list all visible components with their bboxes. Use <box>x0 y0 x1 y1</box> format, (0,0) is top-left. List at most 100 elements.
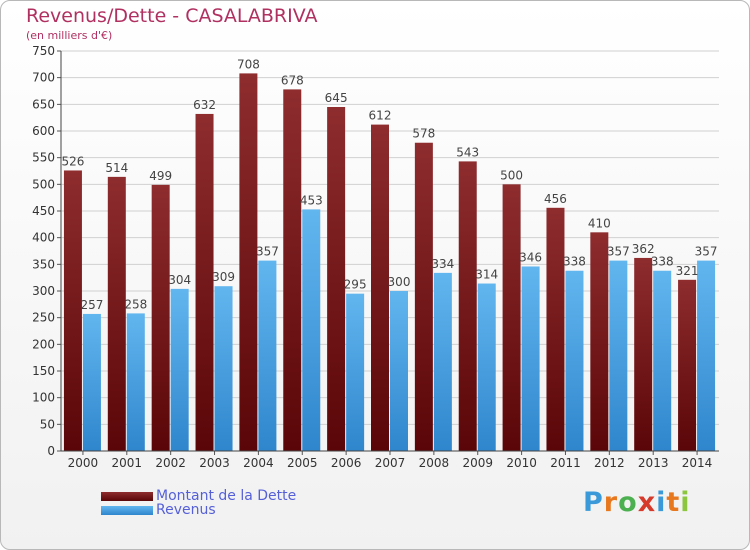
value-label-revenus: 309 <box>212 270 235 284</box>
value-label-revenus: 357 <box>607 245 630 259</box>
logo-letter: P <box>583 487 604 518</box>
proxiti-logo: Proxiti <box>583 487 691 518</box>
bar-dette <box>634 257 653 451</box>
logo-letter: i <box>656 487 667 518</box>
value-label-revenus: 346 <box>519 250 542 264</box>
legend-label-revenus: Revenus <box>156 502 216 518</box>
value-label-dette: 362 <box>632 242 655 256</box>
bar-dette <box>502 184 521 452</box>
logo-letter: x <box>637 487 657 518</box>
bar-revenus <box>126 313 145 451</box>
x-tick-label: 2004 <box>243 456 274 470</box>
value-label-dette: 543 <box>456 145 479 159</box>
y-tick-label: 150 <box>32 364 55 378</box>
bar-revenus <box>697 260 716 451</box>
axes <box>60 51 719 452</box>
bar-dette <box>327 107 346 451</box>
value-label-revenus: 300 <box>388 275 411 289</box>
bar-revenus <box>170 288 189 451</box>
bar-dette <box>546 207 565 451</box>
bar-revenus <box>433 272 452 451</box>
x-tick-label: 2001 <box>112 456 143 470</box>
value-label-dette: 321 <box>676 264 699 278</box>
value-label-revenus: 295 <box>344 278 367 292</box>
x-tick-label: 2007 <box>375 456 406 470</box>
y-axis-ticks: 0 50 100 150 200 250 300 350 400 450 500 550 600 650 7… <box>32 44 61 458</box>
x-tick-label: 2010 <box>506 456 537 470</box>
x-tick-label: 2003 <box>199 456 230 470</box>
y-tick-label: 700 <box>32 71 55 85</box>
x-tick-label: 2014 <box>682 456 713 470</box>
bar-dette <box>590 232 609 451</box>
value-label-dette: 645 <box>325 91 348 105</box>
value-label-dette: 678 <box>281 73 304 87</box>
bar-revenus <box>565 270 584 451</box>
bar-dette <box>414 142 433 451</box>
chart-subtitle: (en milliers d'€) <box>26 29 113 42</box>
chart-title: Revenus/Dette - CASALABRIVA <box>26 5 318 27</box>
bar-dette <box>458 161 477 451</box>
legend-swatch-dette <box>101 491 153 501</box>
y-tick-label: 0 <box>47 444 55 458</box>
value-label-revenus: 334 <box>431 257 454 271</box>
y-tick-label: 750 <box>32 44 55 58</box>
bar-revenus <box>82 313 101 451</box>
x-tick-label: 2012 <box>594 456 625 470</box>
bar-dette <box>195 113 214 451</box>
value-label-dette: 514 <box>105 161 128 175</box>
y-tick-label: 450 <box>32 204 55 218</box>
x-tick-label: 2013 <box>638 456 669 470</box>
bar-dette <box>151 184 170 451</box>
x-tick-label: 2011 <box>550 456 581 470</box>
y-tick-label: 400 <box>32 231 55 245</box>
value-label-revenus: 357 <box>695 245 718 259</box>
x-tick-label: 2006 <box>331 456 362 470</box>
value-label-dette: 499 <box>149 169 172 183</box>
bar-revenus <box>346 293 365 451</box>
value-label-revenus: 258 <box>124 297 147 311</box>
value-label-revenus: 304 <box>168 273 191 287</box>
y-tick-label: 500 <box>32 177 55 191</box>
x-axis-ticks: 2000 2001 2002 2003 2004 2005 2006 2007 2008 2009… <box>68 451 713 470</box>
value-label-revenus: 338 <box>651 255 674 269</box>
legend-swatch-revenus <box>101 505 153 515</box>
value-label-revenus: 257 <box>80 298 103 312</box>
x-tick-label: 2005 <box>287 456 318 470</box>
value-label-dette: 526 <box>61 154 84 168</box>
value-labels: 526 257 514 258 499 304 632 309 708 357 678 453 645 2… <box>61 57 717 312</box>
bar-revenus <box>258 260 277 451</box>
bar-revenus <box>477 283 496 451</box>
value-label-revenus: 453 <box>300 193 323 207</box>
value-label-dette: 632 <box>193 98 216 112</box>
value-label-dette: 410 <box>588 216 611 230</box>
y-tick-label: 600 <box>32 124 55 138</box>
legend-label-dette: Montant de la Dette <box>156 488 297 504</box>
y-tick-label: 50 <box>40 417 55 431</box>
value-label-revenus: 314 <box>475 268 498 282</box>
y-tick-label: 650 <box>32 97 55 111</box>
y-tick-label: 200 <box>32 337 55 351</box>
y-tick-label: 100 <box>32 391 55 405</box>
bar-revenus <box>214 286 233 451</box>
y-tick-label: 550 <box>32 151 55 165</box>
bar-dette <box>283 89 302 452</box>
x-tick-label: 2009 <box>462 456 493 470</box>
value-label-dette: 456 <box>544 192 567 206</box>
value-label-dette: 500 <box>500 168 523 182</box>
bar-revenus <box>521 266 540 451</box>
logo-letter: i <box>680 487 691 518</box>
x-tick-label: 2002 <box>155 456 186 470</box>
value-label-dette: 578 <box>412 127 435 141</box>
y-tick-label: 350 <box>32 257 55 271</box>
bar-revenus <box>609 260 628 451</box>
bar-revenus <box>390 291 408 451</box>
value-label-dette: 612 <box>369 109 392 123</box>
y-tick-label: 250 <box>32 311 55 325</box>
bar-dette <box>239 73 258 452</box>
x-tick-label: 2008 <box>419 456 450 470</box>
legend-item-revenus: Revenus <box>101 502 216 518</box>
x-tick-label: 2000 <box>68 456 99 470</box>
bars <box>63 73 716 452</box>
